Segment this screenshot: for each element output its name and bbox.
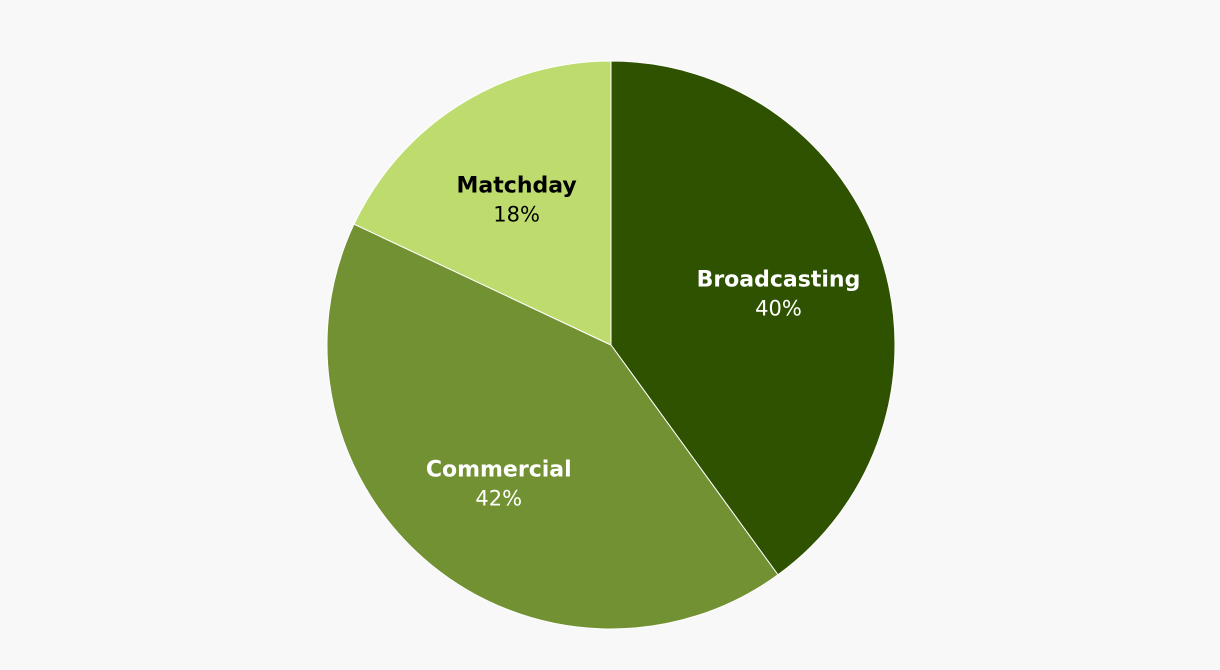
pie-slice-broadcasting [610,60,896,576]
slice-label-matchday: Matchday [457,173,577,198]
pie-slice-matchday [353,60,612,346]
slice-value-matchday: 18% [493,202,540,226]
slice-label-broadcasting: Broadcasting [697,268,861,293]
slice-label-commercial: Commercial [426,458,572,483]
slice-value-broadcasting: 40% [755,297,802,321]
slice-value-commercial: 42% [475,487,522,511]
pie-slice-commercial [326,223,779,630]
